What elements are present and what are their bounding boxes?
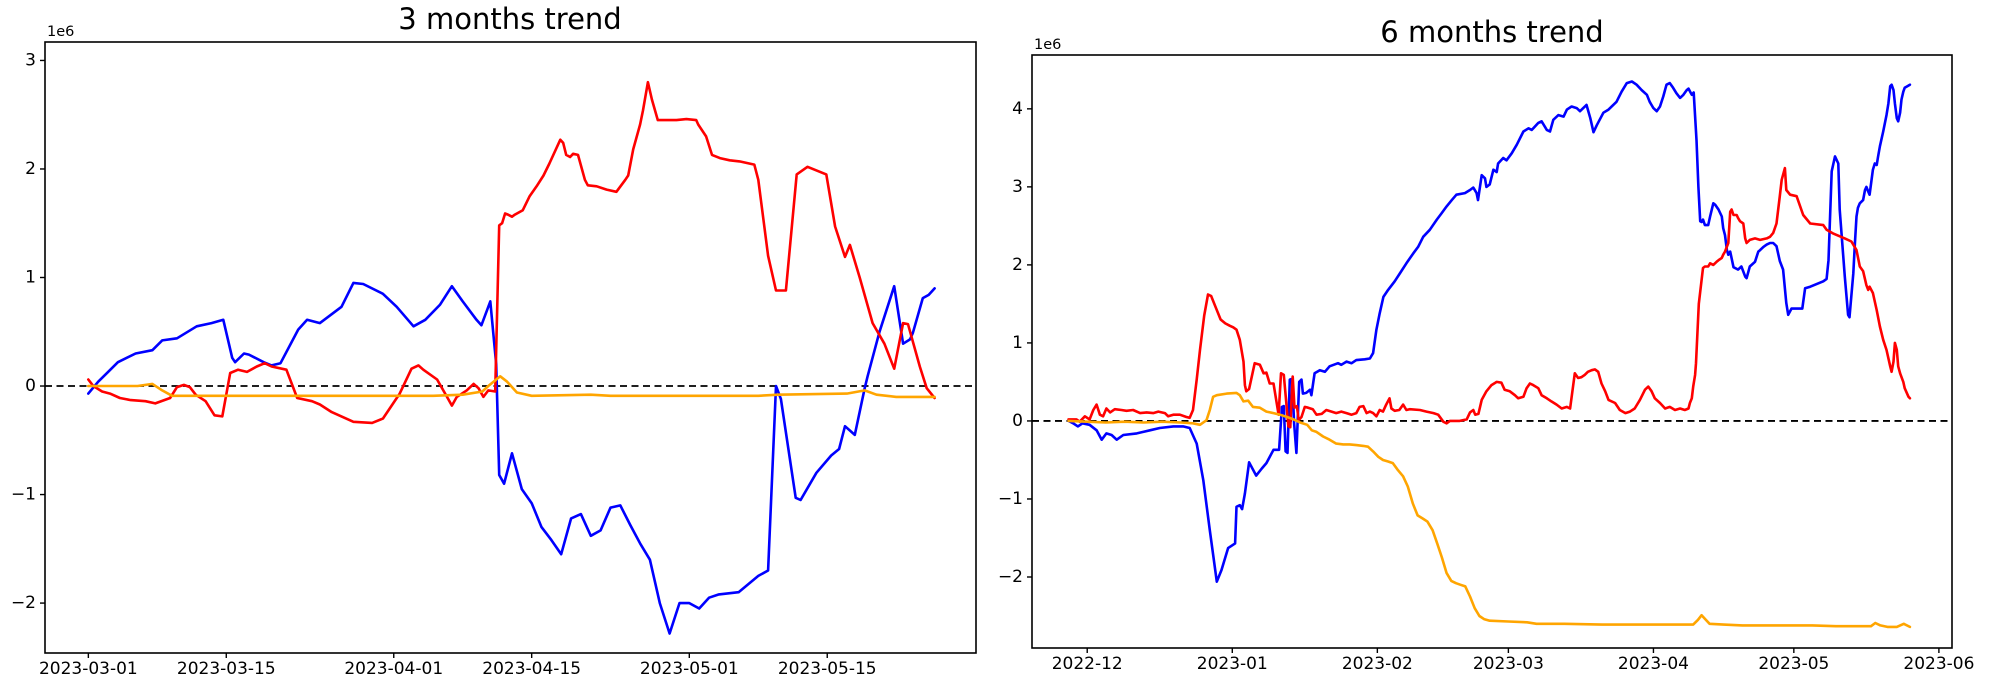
x-tick-label: 2023-05 [1758, 654, 1829, 674]
x-tick-label: 2023-03-15 [177, 659, 276, 679]
series-line-orange [1067, 391, 1912, 629]
y-tick-label: 2 [1012, 255, 1023, 275]
y-tick-label: −1 [998, 489, 1023, 509]
series-line-red [1067, 166, 1912, 429]
x-tick-label: 2023-04-15 [482, 659, 581, 679]
x-tick-label: 2022-12 [1052, 654, 1123, 674]
x-tick-label: 2023-02 [1342, 654, 1413, 674]
series-line-red [87, 80, 936, 425]
series-line-blue [1067, 80, 1912, 584]
x-tick-label: 2023-05-15 [778, 659, 877, 679]
x-tick-label: 2023-01 [1197, 654, 1268, 674]
y-tick-label: 0 [1012, 411, 1023, 431]
y-tick-label: 1 [1012, 333, 1023, 353]
y-tick-label: 2 [25, 159, 36, 179]
x-tick-label: 2023-05-01 [640, 659, 739, 679]
left-axis-multiplier-label: 1e6 [47, 24, 75, 40]
series-line-blue [87, 281, 936, 635]
series-line-orange [87, 374, 936, 399]
right-chart: 2022-12 2023-01 2023-02 2023-03 2023-04 2023-… [998, 54, 1974, 674]
left-chart-title: 3 months trend [398, 2, 622, 36]
y-tick-label: 1 [25, 268, 36, 288]
plot-frame [44, 41, 977, 654]
y-tick-label: −2 [11, 593, 36, 613]
right-chart-title: 6 months trend [1380, 15, 1604, 49]
x-tick-label: 2023-04-01 [344, 659, 443, 679]
x-tick-label: 2023-04 [1618, 654, 1689, 674]
right-axis-multiplier-label: 1e6 [1034, 37, 1062, 53]
x-tick-label: 2023-06 [1903, 654, 1974, 674]
x-tick-label: 2023-03 [1473, 654, 1544, 674]
y-tick-label: 3 [25, 50, 36, 70]
left-chart: 2023-03-01 2023-03-15 2023-04-01 2023-04-15… [11, 41, 977, 679]
y-tick-label: 3 [1012, 177, 1023, 197]
y-tick-label: 0 [25, 376, 36, 396]
y-tick-label: −1 [11, 485, 36, 505]
y-tick-label: −2 [998, 567, 1023, 587]
y-tick-label: 4 [1012, 99, 1023, 119]
x-tick-label: 2023-03-01 [39, 659, 138, 679]
plot-frame [1031, 54, 1953, 649]
